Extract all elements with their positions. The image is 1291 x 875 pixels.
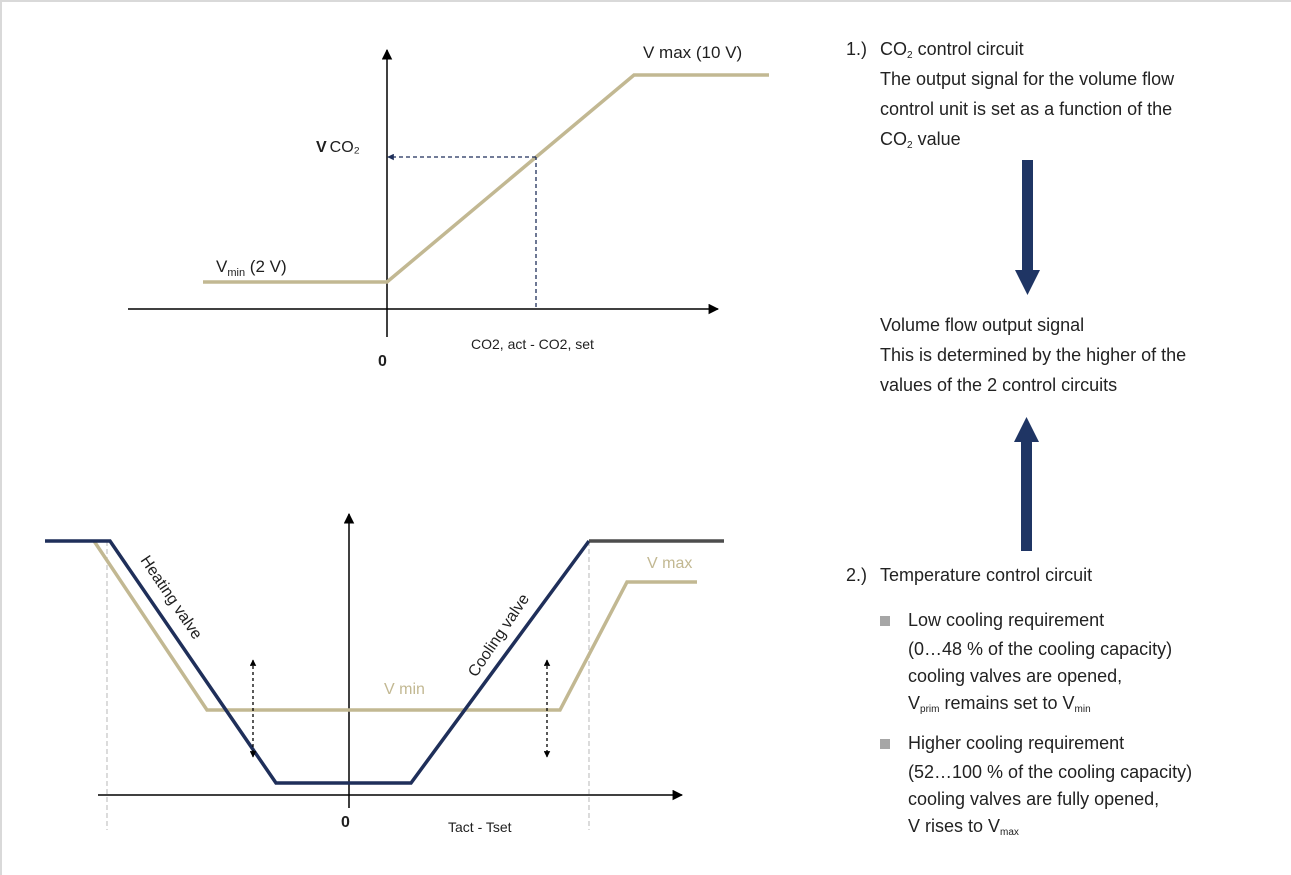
bullet1-line3: Vprim remains set to Vmin	[908, 690, 1091, 723]
bullet2-title: Higher cooling requirement	[908, 730, 1124, 756]
bullet2-line2: cooling valves are fully opened,	[908, 786, 1159, 812]
bullet1-line1: (0…48 % of the cooling capacity)	[908, 636, 1172, 662]
bullet1-title: Low cooling requirement	[908, 607, 1104, 633]
output-line2: values of the 2 control circuits	[880, 372, 1117, 398]
output-line1: This is determined by the higher of the	[880, 342, 1186, 368]
bullet1-square	[880, 616, 890, 626]
bullet2-square	[880, 739, 890, 749]
item1-number: 1.)	[846, 36, 867, 62]
item1-desc-line3: CO2 value	[880, 126, 961, 159]
item2-title: Temperature control circuit	[880, 562, 1092, 588]
bullet2-line1: (52…100 % of the cooling capacity)	[908, 759, 1192, 785]
bullet1-line2: cooling valves are opened,	[908, 663, 1122, 689]
output-title: Volume flow output signal	[880, 312, 1084, 338]
item1-title: CO2 control circuit	[880, 36, 1024, 69]
item1-desc-line1: The output signal for the volume flow	[880, 66, 1174, 92]
item1-desc-line2: control unit is set as a function of the	[880, 96, 1172, 122]
item2-number: 2.)	[846, 562, 867, 588]
bullet2-line3: V rises to Vmax	[908, 813, 1019, 846]
